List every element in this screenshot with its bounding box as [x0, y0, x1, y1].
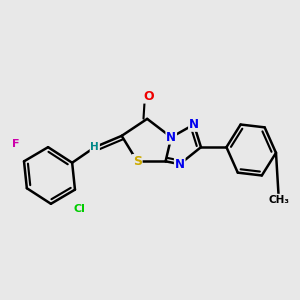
Text: N: N [189, 118, 199, 131]
Text: S: S [133, 155, 142, 168]
Text: H: H [90, 142, 99, 152]
Text: F: F [12, 139, 19, 149]
Text: CH₃: CH₃ [268, 194, 289, 205]
Text: Cl: Cl [73, 205, 85, 214]
Text: N: N [166, 131, 176, 144]
Text: N: N [175, 158, 185, 171]
Text: O: O [143, 90, 154, 103]
